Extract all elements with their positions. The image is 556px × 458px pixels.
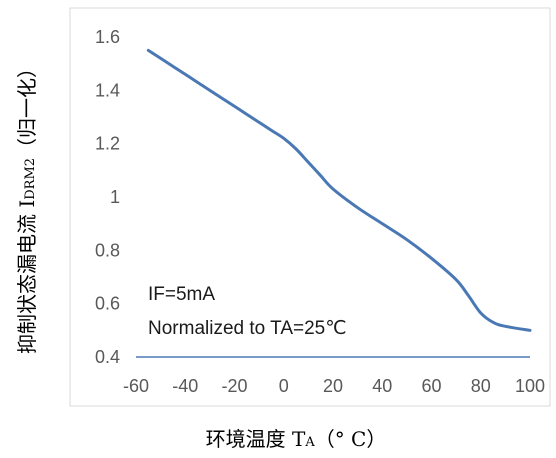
y-tick-labels: 0.4 0.6 0.8 1 1.2 1.4 1.6 bbox=[95, 27, 120, 367]
x-tick-label: -40 bbox=[172, 376, 198, 396]
chart-frame bbox=[70, 8, 550, 406]
x-tick-label: 100 bbox=[515, 376, 545, 396]
x-tick-label: -60 bbox=[123, 376, 149, 396]
x-tick-label: 60 bbox=[421, 376, 441, 396]
y-tick-label: 0.8 bbox=[95, 240, 120, 260]
y-tick-label: 1 bbox=[110, 187, 120, 207]
x-tick-label: 0 bbox=[279, 376, 289, 396]
y-tick-label: 0.4 bbox=[95, 347, 120, 367]
x-tick-label: 80 bbox=[471, 376, 491, 396]
annotation-current: IF=5mA bbox=[148, 284, 215, 305]
x-tick-labels: -60 -40 -20 0 20 40 60 80 100 bbox=[123, 376, 545, 396]
x-tick-label: 40 bbox=[372, 376, 392, 396]
y-tick-label: 1.2 bbox=[95, 134, 120, 154]
x-tick-label: -20 bbox=[221, 376, 247, 396]
x-axis-title: 环境温度 TA（° C） bbox=[206, 427, 387, 451]
y-tick-label: 1.4 bbox=[95, 80, 120, 100]
y-axis-title: 抑制状态漏电流 IDRM2（归一化） bbox=[15, 58, 39, 354]
y-tick-label: 1.6 bbox=[95, 27, 120, 47]
x-tick-label: 20 bbox=[323, 376, 343, 396]
y-tick-label: 0.6 bbox=[95, 294, 120, 314]
annotation-normalized: Normalized to TA=25℃ bbox=[148, 318, 347, 339]
